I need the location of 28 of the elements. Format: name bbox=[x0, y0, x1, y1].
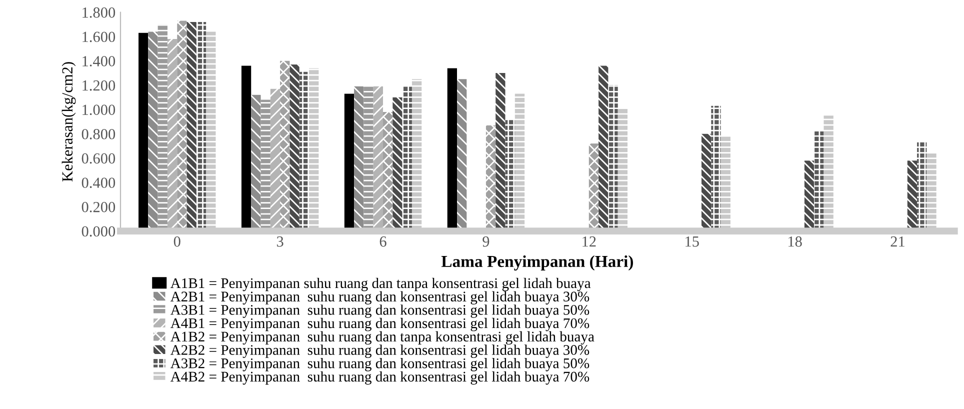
y-tick-label: 1.800 bbox=[82, 7, 116, 18]
legend-label: A1B1 = Penyimpanan suhu ruang dan tanpa konsentrasi gel lidah buaya bbox=[170, 278, 591, 292]
x-tick-label: 3 bbox=[276, 236, 284, 247]
legend-label: A1B2 = Penyimpanan suhu ruang dan tanpa konsentrasi gel lidah buaya bbox=[170, 331, 594, 345]
x-tick-label: 12 bbox=[582, 236, 596, 247]
y-tick-label: 0.400 bbox=[82, 178, 116, 188]
legend-label: A3B2 = Penyimpanan suhu ruang dan konsentrasi gel lidah buaya 50% bbox=[170, 358, 590, 372]
x-tick-label: 6 bbox=[380, 236, 386, 247]
y-axis-title: Kekerasan(kg/cm2) bbox=[62, 62, 76, 182]
y-tick-label: 0.200 bbox=[82, 202, 116, 212]
y-tick-label: 1.400 bbox=[82, 56, 116, 66]
legend-label: A4B1 = Penyimpanan suhu ruang dan konsentrasi gel lidah buaya 70% bbox=[170, 318, 590, 332]
x-tick-label: 0 bbox=[174, 236, 180, 247]
legend-label: A2B1 = Penyimpanan suhu ruang dan konsentrasi gel lidah buaya 30% bbox=[170, 291, 590, 304]
x-tick-label: 18 bbox=[788, 236, 802, 247]
y-tick-label: 0.000 bbox=[82, 226, 116, 237]
x-tick-label: 9 bbox=[482, 236, 490, 247]
x-tick-label: 21 bbox=[890, 236, 904, 247]
y-tick-label: 1.600 bbox=[82, 32, 116, 42]
x-tick-label: 15 bbox=[686, 236, 699, 247]
legend-label: A2B2 = Penyimpanan suhu ruang dan konsentrasi gel lidah buaya 30% bbox=[170, 344, 590, 358]
x-axis-title: Lama Penyimpanan (Hari) bbox=[441, 255, 633, 271]
y-tick-label: 1.000 bbox=[82, 104, 116, 116]
legend-label: A3B1 = Penyimpanan suhu ruang dan konsentrasi gel lidah buaya 50% bbox=[170, 304, 590, 318]
y-tick-label: 1.200 bbox=[82, 80, 116, 91]
legend-label: A4B2 = Penyimpanan suhu ruang dan konsentrasi gel lidah buaya 70% bbox=[170, 371, 590, 385]
y-tick-label: 0.800 bbox=[82, 128, 116, 140]
y-tick-label: 0.600 bbox=[82, 153, 116, 164]
